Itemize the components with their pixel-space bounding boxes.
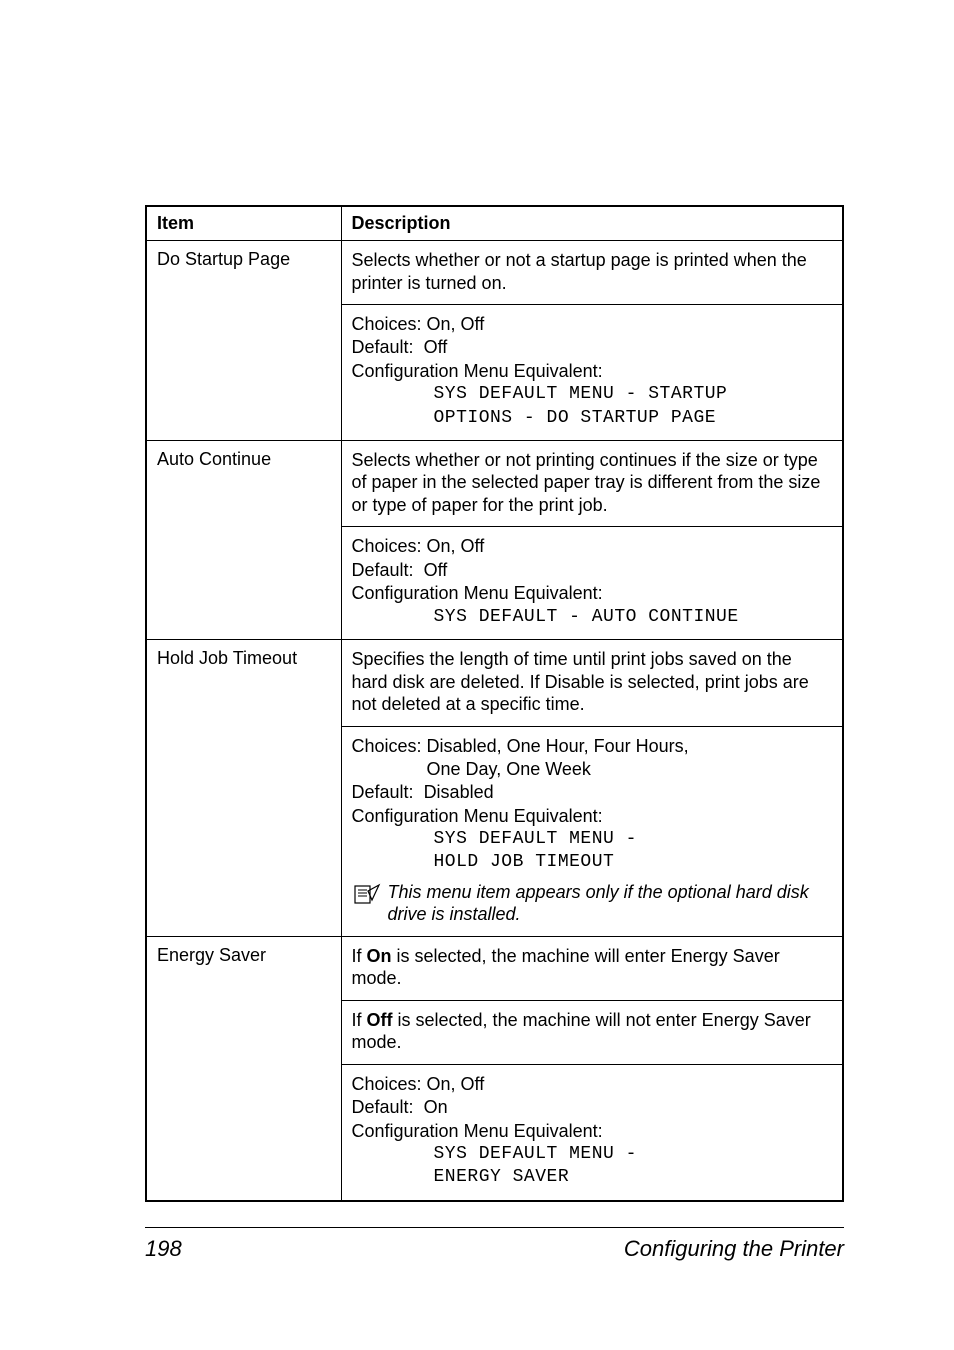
- settings-table: Item Description Do Startup Page Selects…: [145, 205, 844, 1202]
- choices-label: Choices:: [352, 314, 422, 334]
- header-description: Description: [341, 206, 843, 241]
- item-description: Specifies the length of time until print…: [341, 640, 843, 937]
- choices-block: Choices: On, Off Default: On Configurati…: [352, 1073, 833, 1190]
- config-path-2: HOLD JOB TIMEOUT: [352, 851, 833, 874]
- page-number: 198: [145, 1236, 182, 1262]
- default-label: Default:: [352, 782, 414, 802]
- config-label: Configuration Menu Equivalent:: [352, 361, 603, 381]
- item-description: Selects whether or not a startup page is…: [341, 241, 843, 441]
- config-path-1: SYS DEFAULT - AUTO CONTINUE: [352, 606, 833, 629]
- default-label: Default:: [352, 1097, 414, 1117]
- item-name: Hold Job Timeout: [146, 640, 341, 937]
- choices-label: Choices:: [352, 536, 422, 556]
- config-path-1: SYS DEFAULT MENU - STARTUP: [352, 383, 833, 406]
- config-label: Configuration Menu Equivalent:: [352, 1121, 603, 1141]
- choices-value: On, Off: [427, 536, 485, 556]
- page-footer: 198 Configuring the Printer: [145, 1236, 844, 1262]
- item-description: Selects whether or not printing continue…: [341, 440, 843, 639]
- item-name: Energy Saver: [146, 936, 341, 1200]
- description-text: Selects whether or not a startup page is…: [352, 249, 833, 294]
- default-value: Off: [424, 560, 448, 580]
- table-row: Do Startup Page Selects whether or not a…: [146, 241, 843, 441]
- section-title: Configuring the Printer: [624, 1236, 844, 1262]
- choices-value: Disabled, One Hour, Four Hours,: [427, 736, 689, 756]
- config-path-1: SYS DEFAULT MENU -: [352, 1143, 833, 1166]
- table-header-row: Item Description: [146, 206, 843, 241]
- default-label: Default:: [352, 337, 414, 357]
- item-name: Do Startup Page: [146, 241, 341, 441]
- choices-label: Choices:: [352, 1074, 422, 1094]
- choices-block: Choices: On, Off Default: Off Configurat…: [352, 313, 833, 430]
- choices-block: Choices: Disabled, One Hour, Four Hours,…: [352, 735, 833, 875]
- item-description: If On is selected, the machine will ente…: [341, 936, 843, 1200]
- default-value: On: [424, 1097, 448, 1117]
- table-row: Energy Saver If On is selected, the mach…: [146, 936, 843, 1200]
- description-text: If On is selected, the machine will ente…: [352, 945, 833, 990]
- choices-value-2: One Day, One Week: [352, 758, 833, 781]
- choices-value: On, Off: [427, 314, 485, 334]
- choices-block: Choices: On, Off Default: Off Configurat…: [352, 535, 833, 629]
- default-label: Default:: [352, 560, 414, 580]
- config-path-2: ENERGY SAVER: [352, 1166, 833, 1189]
- description-text: Selects whether or not printing continue…: [352, 449, 833, 517]
- config-label: Configuration Menu Equivalent:: [352, 583, 603, 603]
- config-path-1: SYS DEFAULT MENU -: [352, 828, 833, 851]
- default-value: Off: [424, 337, 448, 357]
- page-content: Item Description Do Startup Page Selects…: [0, 0, 954, 1202]
- item-name: Auto Continue: [146, 440, 341, 639]
- choices-label: Choices:: [352, 736, 422, 756]
- config-label: Configuration Menu Equivalent:: [352, 806, 603, 826]
- config-path-2: OPTIONS - DO STARTUP PAGE: [352, 407, 833, 430]
- choices-value: On, Off: [427, 1074, 485, 1094]
- table-row: Auto Continue Selects whether or not pri…: [146, 440, 843, 639]
- table-row: Hold Job Timeout Specifies the length of…: [146, 640, 843, 937]
- description-text: Specifies the length of time until print…: [352, 648, 833, 716]
- note-icon: [352, 883, 382, 905]
- footer-rule: [145, 1227, 844, 1228]
- default-value: Disabled: [424, 782, 494, 802]
- note-row: This menu item appears only if the optio…: [352, 875, 833, 926]
- header-item: Item: [146, 206, 341, 241]
- note-text: This menu item appears only if the optio…: [388, 881, 833, 926]
- description-text-2: If Off is selected, the machine will not…: [352, 1009, 833, 1054]
